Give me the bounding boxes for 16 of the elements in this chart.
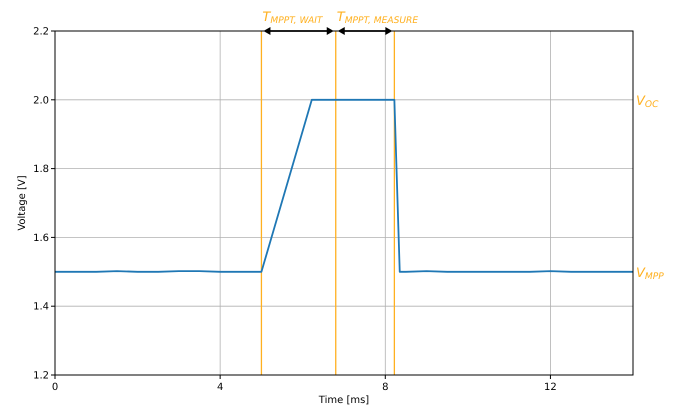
annotation: T$_{MPPT, WAIT}$: [262, 10, 324, 26]
x-axis-title: Time [ms]: [318, 395, 370, 405]
y-tick-label: 1.2: [33, 370, 49, 382]
annotation: T$_{MPPT, MEASURE}$: [336, 10, 418, 26]
y-axis-title: Voltage [V]: [17, 175, 28, 231]
text: V$_{OC}$: [636, 94, 660, 110]
annotation: V$_{MPP}$: [636, 266, 664, 282]
y-tick-label: 2.0: [33, 95, 49, 106]
x-tick-label: 4: [216, 382, 224, 393]
y-tick-label: 1.8: [33, 164, 49, 176]
x-tick-label: 0: [52, 382, 58, 393]
y-tick-label: 1.6: [33, 232, 49, 244]
x-tick-label: 8: [382, 382, 388, 393]
y-tick-label: 1.4: [33, 302, 49, 313]
y-tick-label: 2.2: [33, 26, 49, 38]
x-tick-label: 12: [544, 382, 557, 393]
